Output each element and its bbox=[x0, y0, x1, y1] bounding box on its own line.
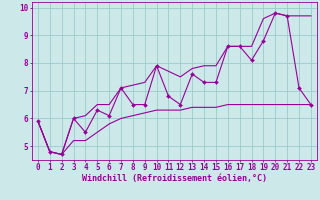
X-axis label: Windchill (Refroidissement éolien,°C): Windchill (Refroidissement éolien,°C) bbox=[82, 174, 267, 183]
